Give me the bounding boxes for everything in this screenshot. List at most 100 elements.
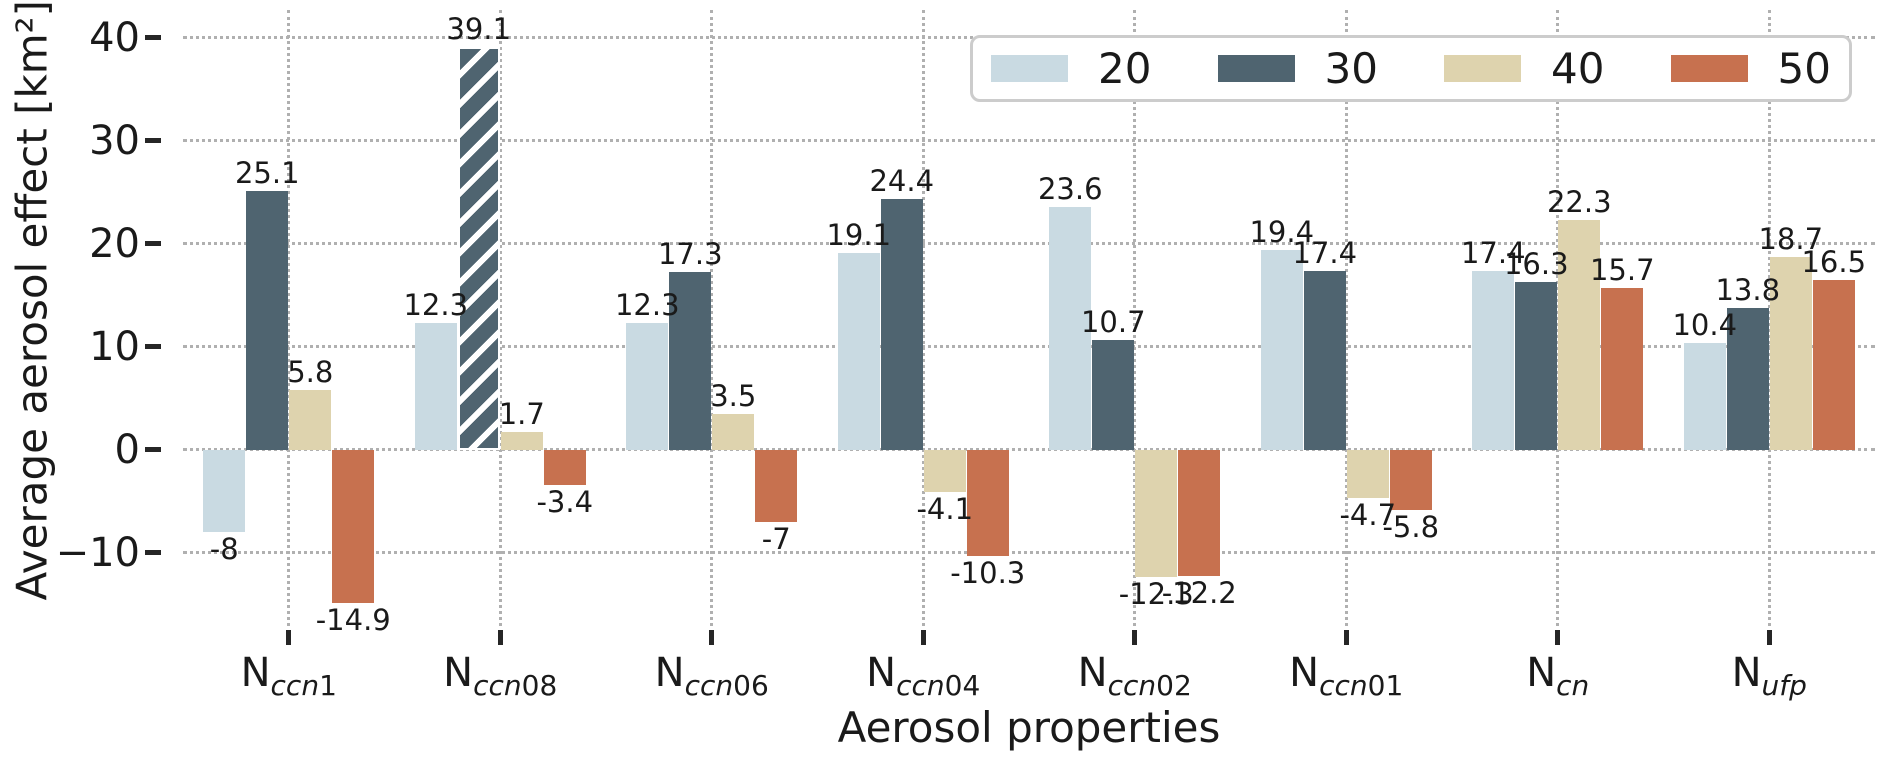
- y-tick-label: 40: [89, 14, 140, 61]
- bar-value-label: 17.3: [657, 236, 723, 271]
- x-tick-label: Nufp: [1731, 650, 1807, 702]
- bar-value-label: -10.3: [950, 555, 1026, 590]
- bar: [837, 253, 880, 450]
- y-tick-mark: [145, 241, 161, 247]
- y-gridline: [183, 448, 1875, 452]
- bar: [880, 198, 923, 450]
- x-gridline: [1133, 10, 1137, 626]
- bar-value-label: 17.4: [1460, 235, 1526, 270]
- legend-item: 50: [1670, 44, 1831, 93]
- bar: [626, 323, 669, 450]
- bar-value-label: 1.7: [498, 397, 545, 432]
- y-tick-mark: [145, 35, 161, 41]
- x-gridline: [921, 10, 925, 626]
- y-tick-label: 10: [89, 323, 140, 370]
- legend-swatch: [991, 55, 1068, 82]
- y-tick-label: 30: [89, 117, 140, 164]
- bar-value-label: -5.8: [1382, 509, 1440, 544]
- x-tick-mark: [920, 630, 926, 645]
- bar: [1346, 449, 1389, 499]
- bar-value-label: -3.4: [536, 484, 594, 519]
- bar: [1178, 449, 1221, 576]
- x-gridline: [498, 10, 502, 626]
- bar: [755, 449, 798, 522]
- x-tick-mark: [1555, 630, 1561, 645]
- bar: [500, 432, 543, 450]
- bar: [1303, 270, 1346, 450]
- legend-label: 50: [1777, 44, 1831, 93]
- legend-label: 40: [1551, 44, 1605, 93]
- x-tick-mark: [497, 630, 503, 645]
- y-tick-mark: [145, 447, 161, 453]
- y-gridline: [183, 139, 1875, 143]
- bar-value-label: -4.1: [916, 492, 974, 527]
- x-tick-mark: [1343, 630, 1349, 645]
- x-tick-label: Nccn01: [1289, 650, 1404, 702]
- x-axis-title: Aerosol properties: [837, 703, 1221, 752]
- bar-value-label: 12.3: [403, 288, 469, 323]
- legend-item: 20: [991, 44, 1151, 93]
- legend-item: 30: [1217, 44, 1378, 93]
- bar: [289, 390, 332, 450]
- bar-value-label: -7: [761, 521, 791, 556]
- legend-swatch: [1444, 55, 1522, 82]
- y-tick-label: −10: [55, 529, 140, 576]
- x-gridline: [710, 10, 714, 626]
- x-tick-label: Nccn1: [240, 650, 337, 702]
- legend-item: 40: [1444, 44, 1604, 93]
- bar-value-label: 39.1: [446, 12, 512, 47]
- bar: [246, 191, 289, 450]
- bar: [1558, 220, 1601, 450]
- x-tick-mark: [1766, 630, 1772, 645]
- bar-value-label: -12.2: [1161, 575, 1237, 610]
- legend-label: 30: [1324, 44, 1378, 93]
- bar: [1683, 342, 1726, 450]
- bar: [712, 413, 755, 450]
- bar-value-label: 22.3: [1546, 185, 1612, 220]
- bar-value-label: 19.1: [826, 218, 892, 253]
- x-gridline: [1767, 10, 1771, 626]
- x-gridline: [287, 10, 291, 626]
- y-tick-mark: [145, 138, 161, 144]
- bar: [923, 449, 966, 493]
- bar: [1515, 281, 1558, 450]
- bar-value-label: 25.1: [234, 156, 300, 191]
- bar-value-label: 23.6: [1037, 171, 1103, 206]
- bar-value-label: -4.7: [1339, 498, 1397, 533]
- y-tick-mark: [145, 344, 161, 350]
- bar: [1092, 339, 1135, 450]
- bar: [966, 449, 1009, 556]
- x-tick-label: Nccn08: [443, 650, 558, 702]
- bar-value-label: 5.8: [287, 355, 334, 390]
- legend-label: 20: [1098, 44, 1152, 93]
- bar-value-label: 19.4: [1249, 215, 1315, 249]
- bar: [1049, 206, 1092, 450]
- y-tick-label: 20: [89, 220, 140, 267]
- bar: [1389, 449, 1432, 510]
- x-gridline: [1344, 10, 1348, 626]
- bar-value-label: 10.4: [1672, 307, 1738, 342]
- x-tick-mark: [709, 630, 715, 645]
- x-tick-mark: [286, 630, 292, 645]
- bar: [1260, 250, 1303, 450]
- bar: [1726, 307, 1769, 450]
- plot-area: -8 12.3 12.3 19.1 23.6 19.4 17.4 10.4 25.1 39.1 17…: [183, 10, 1875, 636]
- bar-value-label: 3.5: [710, 378, 757, 413]
- bar-value-label: 16.3: [1503, 246, 1569, 281]
- bar-value-label: 13.8: [1715, 272, 1781, 307]
- bar-value-label: 10.7: [1080, 304, 1146, 339]
- bar-value-label: 12.3: [614, 288, 680, 323]
- bar: [1601, 288, 1644, 450]
- x-tick-mark: [1132, 630, 1138, 645]
- bar: [1812, 279, 1855, 450]
- bar-value-label: -14.9: [315, 603, 391, 638]
- x-gridline: [1556, 10, 1560, 626]
- y-gridline: [183, 551, 1875, 555]
- bar: [332, 449, 375, 604]
- y-tick-label: 0: [114, 426, 140, 473]
- bar: [1472, 270, 1515, 450]
- bar: [543, 449, 586, 485]
- x-tick-label: Ncn: [1526, 650, 1590, 702]
- bar-value-label: -12.3: [1118, 576, 1194, 611]
